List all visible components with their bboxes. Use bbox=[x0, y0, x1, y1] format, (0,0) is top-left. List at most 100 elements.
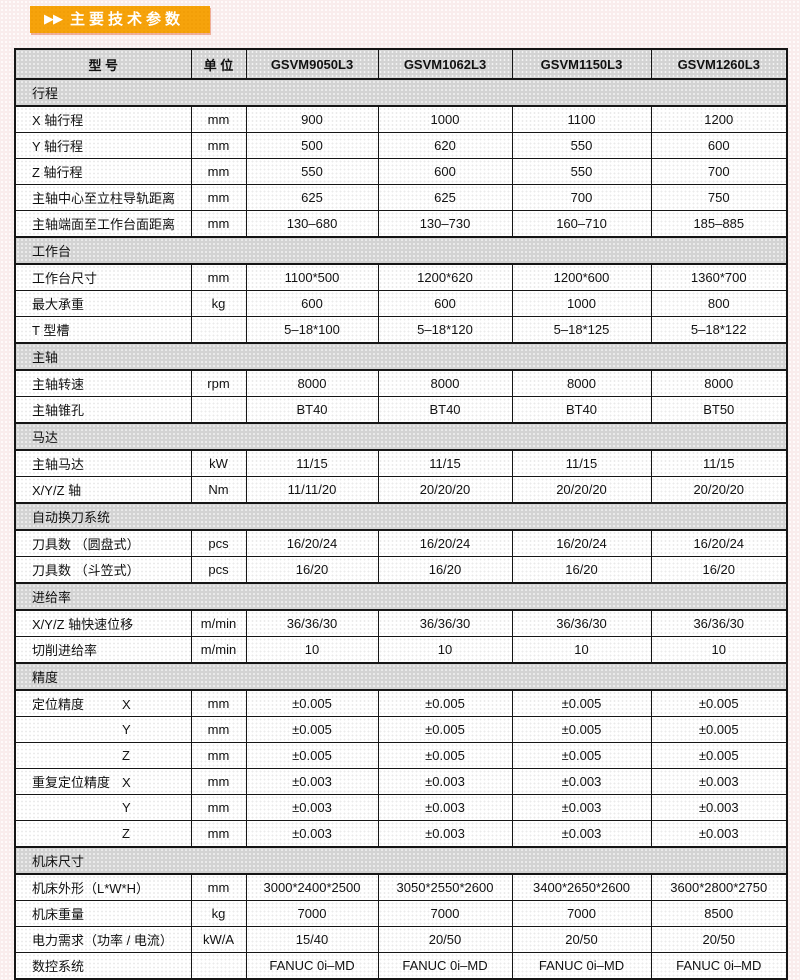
row-value: 600 bbox=[377, 158, 513, 185]
row-label: 主轴转速 bbox=[14, 369, 192, 397]
row-value: ±0.005 bbox=[245, 689, 379, 717]
row-value: 16/20 bbox=[377, 556, 513, 584]
table-row: 主轴锥孔 BT40 BT40 BT40 BT50 bbox=[14, 396, 788, 424]
row-value: ±0.005 bbox=[511, 716, 652, 743]
row-label: 重复定位精度 X bbox=[14, 768, 192, 795]
row-label: Z 轴行程 bbox=[14, 158, 192, 185]
row-value: 11/15 bbox=[245, 449, 379, 477]
row-value: ±0.005 bbox=[511, 689, 652, 717]
section-title-badge: ▶▶ 主要技术参数 bbox=[30, 6, 211, 33]
row-value: 20/50 bbox=[377, 926, 513, 953]
row-unit: kW bbox=[190, 449, 247, 477]
table-row: Y 轴行程 mm 500 620 550 600 bbox=[14, 132, 788, 159]
table-header-row: 型 号 单 位 GSVM9050L3 GSVM1062L3 GSVM1150L3… bbox=[14, 48, 788, 80]
section-label: 机床尺寸 bbox=[14, 846, 788, 875]
column-header-gsvm1260l3: GSVM1260L3 bbox=[650, 48, 788, 80]
row-unit: mm bbox=[190, 210, 247, 238]
row-value: 1100*500 bbox=[245, 263, 379, 291]
row-value: 7000 bbox=[377, 900, 513, 927]
row-value: 600 bbox=[377, 290, 513, 317]
row-value: BT50 bbox=[650, 396, 788, 424]
table-row: X/Y/Z 轴快速位移 m/min 36/36/30 36/36/30 36/36/30… bbox=[14, 609, 788, 637]
axis-label: X bbox=[122, 697, 131, 712]
row-value: 10 bbox=[511, 636, 652, 664]
row-value: 20/20/20 bbox=[377, 476, 513, 504]
row-unit: mm bbox=[190, 184, 247, 211]
row-value: ±0.005 bbox=[245, 716, 379, 743]
section-row: 机床尺寸 bbox=[14, 846, 788, 875]
table-row: 主轴中心至立柱导轨距离 mm 625 625 700 750 bbox=[14, 184, 788, 211]
row-value: 5–18*100 bbox=[245, 316, 379, 344]
row-value: 11/11/20 bbox=[245, 476, 379, 504]
row-value: 8500 bbox=[650, 900, 788, 927]
table-row: 工作台尺寸 mm 1100*500 1200*620 1200*600 1360*700 bbox=[14, 263, 788, 291]
axis-label: Z bbox=[122, 748, 130, 763]
row-value: 16/20/24 bbox=[377, 529, 513, 557]
row-value: ±0.005 bbox=[650, 689, 788, 717]
row-value: 8000 bbox=[650, 369, 788, 397]
section-label: 自动换刀系统 bbox=[14, 502, 788, 531]
row-value: 1200 bbox=[650, 105, 788, 133]
table-row: 最大承重 kg 600 600 1000 800 bbox=[14, 290, 788, 317]
row-label: 主轴锥孔 bbox=[14, 396, 192, 424]
row-value: 11/15 bbox=[650, 449, 788, 477]
row-unit: mm bbox=[190, 794, 247, 821]
row-label: 主轴中心至立柱导轨距离 bbox=[14, 184, 192, 211]
spec-table-body: 行程 X 轴行程 mm 900 1000 1100 1200 Y 轴行程 mm 500 620 550… bbox=[14, 78, 788, 980]
row-value: ±0.003 bbox=[650, 768, 788, 795]
column-header-gsvm9050l3: GSVM9050L3 bbox=[245, 48, 379, 80]
section-row: 进给率 bbox=[14, 582, 788, 611]
row-label: 主轴端面至工作台面距离 bbox=[14, 210, 192, 238]
row-value: ±0.005 bbox=[511, 742, 652, 769]
row-value: ±0.005 bbox=[245, 742, 379, 769]
table-row: Z 轴行程 mm 550 600 550 700 bbox=[14, 158, 788, 185]
row-label: X/Y/Z 轴快速位移 bbox=[14, 609, 192, 637]
section-row: 行程 bbox=[14, 78, 788, 107]
row-unit: mm bbox=[190, 820, 247, 848]
row-value: 700 bbox=[511, 184, 652, 211]
row-unit: kg bbox=[190, 290, 247, 317]
row-value: 16/20/24 bbox=[245, 529, 379, 557]
row-value: 16/20 bbox=[650, 556, 788, 584]
row-label: Z bbox=[14, 820, 192, 848]
row-value: ±0.003 bbox=[511, 794, 652, 821]
row-unit: pcs bbox=[190, 529, 247, 557]
row-value: ±0.005 bbox=[377, 716, 513, 743]
row-label: 电力需求（功率 / 电流） bbox=[14, 926, 192, 953]
table-row: 主轴端面至工作台面距离 mm 130–680 130–730 160–710 185–88… bbox=[14, 210, 788, 238]
column-header-gsvm1150l3: GSVM1150L3 bbox=[511, 48, 652, 80]
table-row: 机床外形（L*W*H） mm 3000*2400*2500 3050*2550*260… bbox=[14, 873, 788, 901]
row-label: Y bbox=[14, 794, 192, 821]
row-value: 550 bbox=[511, 158, 652, 185]
row-value: 20/50 bbox=[511, 926, 652, 953]
row-value: 600 bbox=[650, 132, 788, 159]
row-label: 工作台尺寸 bbox=[14, 263, 192, 291]
axis-label: Y bbox=[122, 722, 131, 737]
column-header-unit: 单 位 bbox=[190, 48, 247, 80]
row-value: 7000 bbox=[245, 900, 379, 927]
row-value: 5–18*122 bbox=[650, 316, 788, 344]
row-unit: Nm bbox=[190, 476, 247, 504]
row-value: 16/20/24 bbox=[650, 529, 788, 557]
row-value: 1200*620 bbox=[377, 263, 513, 291]
row-value: ±0.005 bbox=[650, 716, 788, 743]
row-value: 130–680 bbox=[245, 210, 379, 238]
row-value: 160–710 bbox=[511, 210, 652, 238]
row-value: ±0.003 bbox=[650, 820, 788, 848]
row-value: 130–730 bbox=[377, 210, 513, 238]
row-value: 750 bbox=[650, 184, 788, 211]
row-value: 10 bbox=[650, 636, 788, 664]
row-value: ±0.003 bbox=[511, 768, 652, 795]
row-value: 11/15 bbox=[511, 449, 652, 477]
section-row: 工作台 bbox=[14, 236, 788, 265]
row-value: 3600*2800*2750 bbox=[650, 873, 788, 901]
row-unit: mm bbox=[190, 132, 247, 159]
row-label: 刀具数 （斗笠式） bbox=[14, 556, 192, 584]
row-value: 1000 bbox=[511, 290, 652, 317]
row-value: 550 bbox=[245, 158, 379, 185]
row-value: ±0.003 bbox=[511, 820, 652, 848]
row-label: 机床重量 bbox=[14, 900, 192, 927]
